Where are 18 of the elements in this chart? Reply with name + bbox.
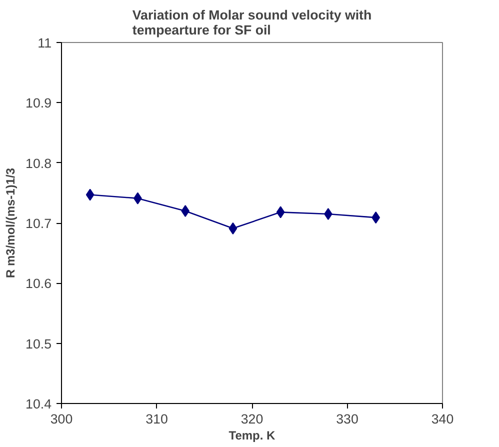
y-tick-label: 10.8 xyxy=(26,156,52,171)
x-tick-label: 300 xyxy=(50,412,73,426)
y-tick-label: 10.7 xyxy=(26,216,52,231)
point xyxy=(228,222,238,234)
x-tick-label: 330 xyxy=(336,412,358,426)
x-tick-label: 340 xyxy=(431,412,454,426)
y-tick-label: 10.9 xyxy=(26,96,52,111)
y-tick-label: 10.6 xyxy=(26,276,52,292)
x-tick-label: 310 xyxy=(146,412,168,426)
y-axis-title: R m3/mol/(ms-1)1/3 xyxy=(4,168,18,278)
chart-title: Variation of Molar sound velocity with tempearture for SF oil xyxy=(132,8,372,38)
x-tick-label: 320 xyxy=(240,412,264,426)
y-tick-label: 10.5 xyxy=(26,336,52,352)
y-tick-label: 11 xyxy=(38,36,52,50)
point xyxy=(86,188,94,201)
y-tick-label: 10.4 xyxy=(26,396,52,412)
x-axis-title: Temp. K xyxy=(228,428,276,442)
point xyxy=(276,206,285,218)
